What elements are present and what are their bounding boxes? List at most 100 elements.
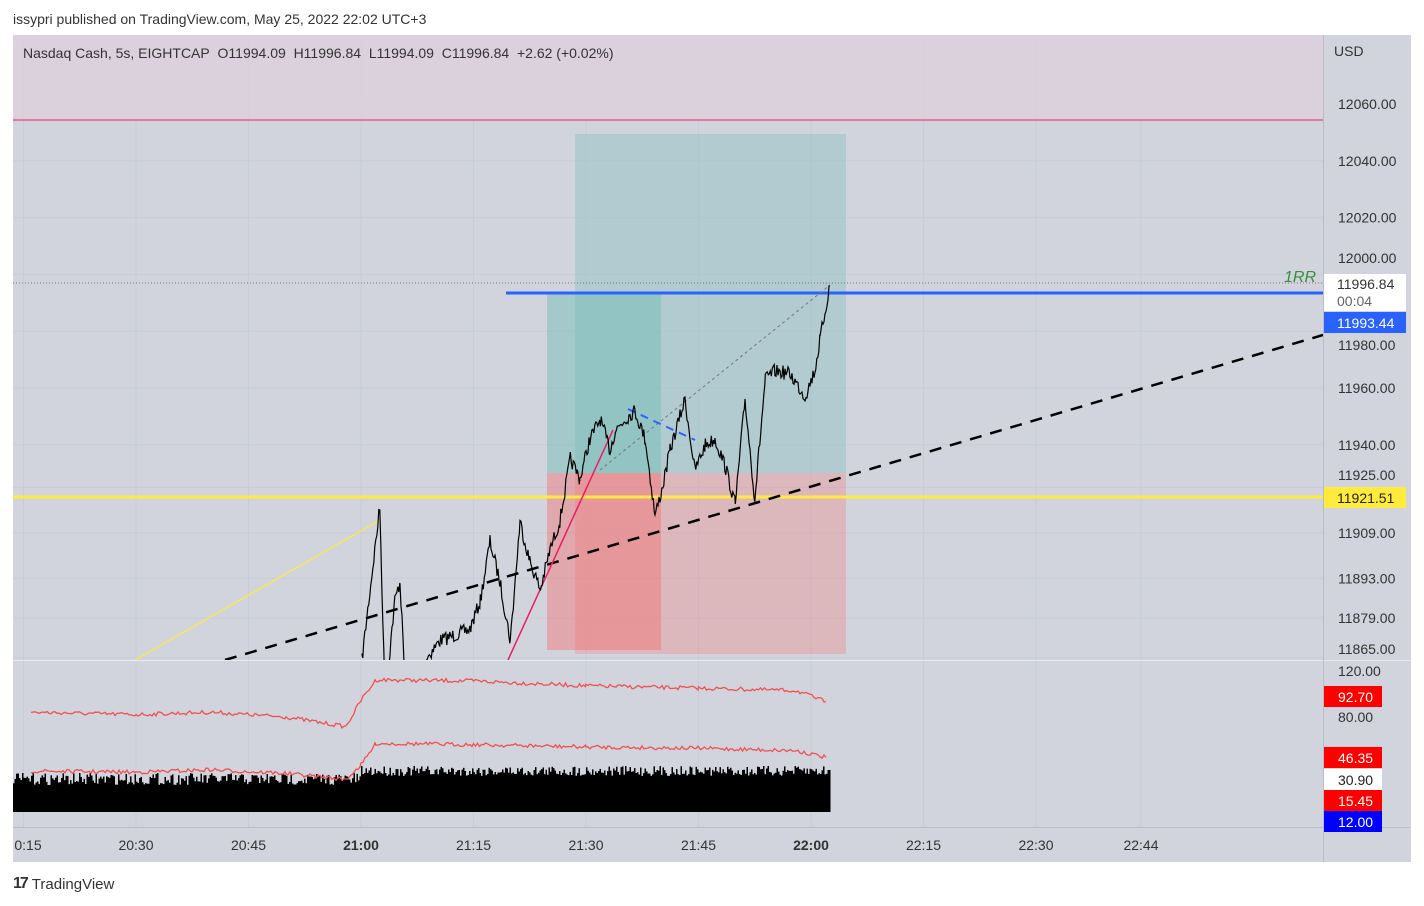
time-tick-label: 22:00 <box>793 837 829 853</box>
volume-bar <box>269 776 271 812</box>
volume-bar <box>773 773 775 812</box>
volume-bar <box>524 773 526 812</box>
volume-bar <box>83 778 85 812</box>
blue-dashed-line[interactable] <box>627 408 696 441</box>
volume-bar <box>47 785 49 812</box>
volume-bar <box>59 782 61 812</box>
price-line <box>361 285 830 660</box>
volume-bar <box>646 771 648 812</box>
volume-bar <box>529 772 531 812</box>
volume-bar <box>107 777 109 812</box>
volume-bar <box>704 767 706 812</box>
volume-bar <box>451 767 453 812</box>
pink-trendline[interactable] <box>507 429 614 660</box>
yellow-trendline[interactable] <box>134 519 381 660</box>
rr-label: 1RR <box>1284 269 1316 286</box>
volume-bar <box>622 766 624 812</box>
time-tick-label: 20:45 <box>231 837 266 853</box>
volume-bar <box>712 769 714 812</box>
volume-bar <box>194 781 196 812</box>
volume-bar <box>635 772 637 812</box>
volume-bar <box>106 776 108 812</box>
volume-bar <box>724 772 726 812</box>
volume-bar <box>700 771 702 812</box>
volume-bar <box>671 767 673 812</box>
volume-bar <box>481 775 483 812</box>
volume-bar <box>658 770 660 812</box>
volume-bar <box>620 767 622 812</box>
volume-bar <box>23 777 25 812</box>
volume-bar <box>178 775 180 812</box>
long-position-target-zone[interactable] <box>575 134 846 473</box>
volume-bar <box>311 777 313 812</box>
volume-bar <box>578 768 580 812</box>
symbol-name: Nasdaq Cash, 5s, EIGHTCAP <box>23 45 210 61</box>
time-axis[interactable]: 0:15 20:30 20:45 21:00 21:15 21:30 21:45 22:00 2… <box>14 837 1158 853</box>
volume-bar <box>287 783 289 812</box>
volume-bar <box>623 774 625 812</box>
volume-bar <box>422 771 424 812</box>
volume-bar <box>778 771 780 812</box>
volume-bar <box>205 775 207 812</box>
volume-bar <box>148 783 150 812</box>
volume-bar <box>85 783 87 812</box>
time-tick-label: 0:15 <box>14 837 41 853</box>
volume-bar <box>308 776 310 812</box>
price-axis[interactable]: 12060.00 12040.00 12020.00 12000.00 11980.00… <box>1338 96 1397 657</box>
volume-bar <box>461 769 463 812</box>
volume-bar <box>694 774 696 812</box>
volume-bar <box>520 769 522 812</box>
volume-bar <box>392 772 394 812</box>
volume-bar <box>413 766 415 812</box>
position-stop-zone-2[interactable] <box>547 473 661 650</box>
chart-frame[interactable] <box>13 35 1411 862</box>
volume-bar <box>731 770 733 812</box>
volume-bar <box>319 775 321 812</box>
volume-bar <box>415 770 417 812</box>
volume-bar <box>692 774 694 812</box>
volume-bar <box>716 771 718 812</box>
volume-bar <box>590 774 592 812</box>
volume-bar <box>500 772 502 812</box>
volume-bar <box>182 778 184 812</box>
brand-name[interactable]: TradingView <box>31 875 115 893</box>
volume-bar <box>464 771 466 812</box>
volume-bar <box>751 769 753 812</box>
volume-bar <box>412 769 414 812</box>
volume-bar <box>803 768 805 812</box>
volume-bar <box>394 775 396 812</box>
volume-bar <box>688 774 690 812</box>
volume-bar <box>799 769 801 812</box>
gray-dashed-line[interactable] <box>599 284 831 471</box>
volume-bar <box>589 772 591 812</box>
volume-bar <box>713 771 715 812</box>
long-position-stop-zone[interactable] <box>575 473 846 654</box>
volume-bar <box>730 767 732 812</box>
indicator-tick-label: 120.00 <box>1338 663 1381 679</box>
volume-bar <box>316 773 318 812</box>
volume-bar <box>410 775 412 812</box>
symbol-legend[interactable]: Nasdaq Cash, 5s, EIGHTCAP O11994.09 H119… <box>23 45 614 61</box>
volume-bar <box>404 774 406 812</box>
volume-bar <box>334 777 336 812</box>
volume-bar <box>514 773 516 812</box>
volume-bar <box>362 774 364 812</box>
volume-bar <box>556 773 558 812</box>
position-target-zone-2[interactable] <box>547 293 661 473</box>
volume-bar <box>37 781 39 812</box>
volume-bar <box>776 768 778 812</box>
volume-bar <box>197 781 199 812</box>
volume-bar <box>580 775 582 812</box>
indicator-axis[interactable]: 120.00 80.00 <box>1338 663 1381 725</box>
volume-bar <box>752 774 754 812</box>
volume-bar <box>358 780 360 812</box>
volume-bar <box>265 779 267 812</box>
trendline[interactable] <box>224 333 1323 660</box>
volume-bar <box>490 769 492 812</box>
volume-bar <box>497 772 499 812</box>
volume-bar <box>242 774 244 812</box>
volume-bar <box>541 769 543 812</box>
volume-bar <box>230 773 232 812</box>
volume-bar <box>592 769 594 812</box>
